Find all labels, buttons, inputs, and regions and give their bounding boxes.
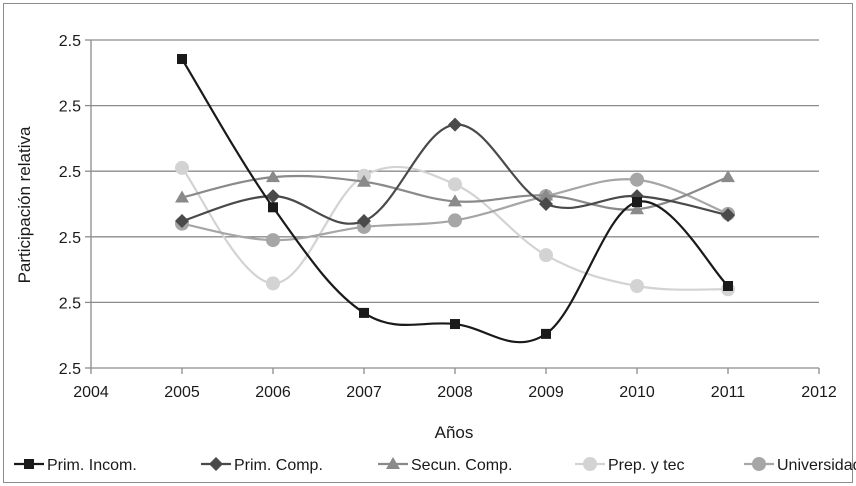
x-tick-label: 2010 bbox=[619, 384, 655, 401]
data-point-secun-comp bbox=[630, 202, 644, 215]
data-point-prim-comp bbox=[175, 214, 189, 229]
x-axis-ticks: 2004 2005 2006 2007 2008 2009 2010 2011 2012 bbox=[73, 384, 837, 401]
y-axis-title: Participación relativa bbox=[15, 126, 34, 283]
data-point-prep-y-tec bbox=[630, 279, 644, 293]
data-point-prim-incom bbox=[450, 319, 460, 330]
legend-marker bbox=[583, 457, 597, 471]
y-tick-label: 2.5 bbox=[59, 295, 81, 312]
x-tick-label: 2011 bbox=[711, 384, 746, 401]
legend-label: Universidad bbox=[777, 457, 856, 474]
y-tick-label: 2.5 bbox=[59, 33, 81, 50]
series-prim-comp bbox=[175, 117, 735, 229]
data-point-prim-comp bbox=[266, 189, 280, 204]
legend-label: Prep. y tec bbox=[608, 457, 684, 474]
data-point-prim-incom bbox=[632, 197, 642, 208]
legend-marker bbox=[386, 457, 400, 469]
x-tick-label: 2004 bbox=[73, 384, 109, 401]
y-tick-label: 2.5 bbox=[59, 361, 81, 378]
data-point-prim-comp bbox=[357, 214, 371, 229]
x-tick-label: 2009 bbox=[528, 384, 564, 401]
data-point-universidad bbox=[630, 172, 644, 187]
y-tick-label: 2.5 bbox=[59, 164, 81, 181]
data-point-secun-comp bbox=[266, 170, 280, 183]
legend-label: Prim. Comp. bbox=[234, 457, 323, 474]
data-point-prim-comp bbox=[721, 208, 735, 223]
data-point-secun-comp bbox=[357, 174, 371, 187]
x-tick-label: 2012 bbox=[801, 384, 837, 401]
legend-marker bbox=[752, 457, 766, 471]
legend-label: Secun. Comp. bbox=[411, 457, 512, 474]
legend-item-prep-y-tec: Prep. y tec bbox=[575, 457, 684, 474]
data-point-prim-incom bbox=[268, 202, 278, 213]
data-point-prim-comp bbox=[539, 197, 553, 211]
y-tick-label: 2.5 bbox=[59, 230, 81, 247]
gridlines bbox=[85, 39, 820, 374]
x-tick-label: 2005 bbox=[164, 384, 200, 401]
legend-marker bbox=[24, 459, 34, 469]
legend-item-prim-incom: Prim. Incom. bbox=[14, 457, 137, 474]
x-tick-label: 2008 bbox=[437, 384, 473, 401]
data-point-prim-incom bbox=[723, 281, 733, 291]
data-point-prep-y-tec bbox=[448, 177, 462, 192]
legend: Prim. Incom. Prim. Comp. Secun. Comp. Prep.… bbox=[14, 457, 856, 474]
data-point-secun-comp bbox=[448, 194, 462, 207]
data-point-secun-comp bbox=[721, 170, 735, 183]
data-point-prep-y-tec bbox=[175, 160, 189, 175]
legend-marker bbox=[209, 457, 223, 471]
series-prim-incom bbox=[177, 54, 733, 344]
legend-label: Prim. Incom. bbox=[47, 457, 137, 474]
data-point-prim-incom bbox=[359, 307, 369, 318]
data-point-universidad bbox=[266, 233, 280, 248]
data-point-prep-y-tec bbox=[266, 276, 280, 291]
y-axis-ticks: 2.5 2.5 2.5 2.5 2.5 2.5 bbox=[59, 33, 81, 378]
y-tick-label: 2.5 bbox=[59, 99, 81, 116]
series-group bbox=[175, 54, 735, 344]
data-point-secun-comp bbox=[539, 188, 553, 201]
x-tick-label: 2006 bbox=[255, 384, 291, 401]
series-secun-comp bbox=[175, 170, 735, 215]
legend-item-secun-comp: Secun. Comp. bbox=[378, 457, 512, 474]
data-point-universidad bbox=[448, 213, 462, 228]
data-point-prim-incom bbox=[177, 54, 187, 65]
legend-item-universidad: Universidad bbox=[744, 457, 856, 474]
data-point-prim-comp bbox=[448, 117, 462, 132]
x-tick-label: 2007 bbox=[346, 384, 382, 401]
x-axis-title: Años bbox=[435, 423, 474, 442]
legend-item-prim-comp: Prim. Comp. bbox=[201, 457, 323, 474]
data-point-prep-y-tec bbox=[539, 248, 553, 263]
chart-frame bbox=[3, 3, 853, 483]
data-point-secun-comp bbox=[175, 190, 189, 203]
data-point-prim-incom bbox=[541, 328, 551, 339]
